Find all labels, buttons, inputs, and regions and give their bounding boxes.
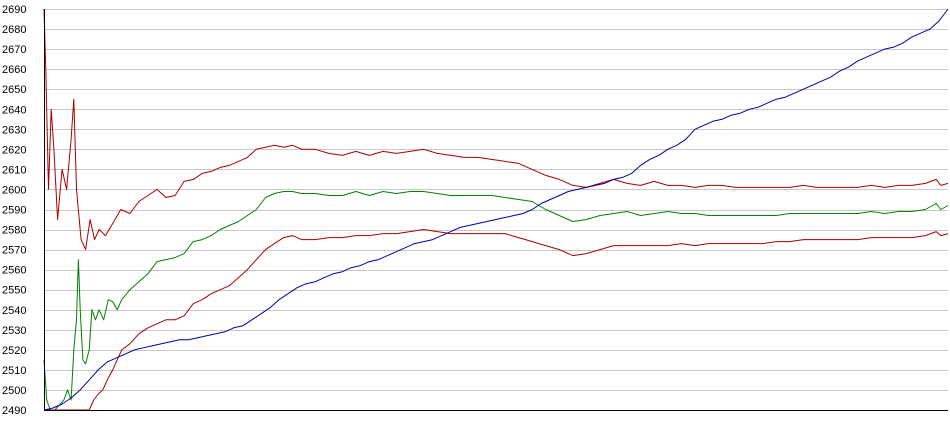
series-line-upper — [43, 8, 949, 251]
y-tick-label: 2650 — [2, 84, 26, 96]
y-tick-label: 2690 — [2, 4, 26, 16]
y-tick-label: 2560 — [2, 265, 26, 277]
y-tick-label: 2640 — [2, 104, 26, 116]
y-tick-label: 2670 — [2, 44, 26, 56]
axes — [44, 9, 948, 411]
y-tick-label: 2600 — [2, 184, 26, 196]
y-tick-label: 2540 — [2, 305, 26, 317]
series-line-lower — [44, 229, 949, 411]
y-tick-label: 2610 — [2, 164, 26, 176]
y-axis-tick-labels: 2490 2500 2510 2520 2530 2540 2550 2560 2570 2580… — [2, 4, 26, 417]
y-tick-label: 2580 — [2, 225, 26, 237]
y-tick-label: 2500 — [2, 385, 26, 397]
y-tick-label: 2660 — [2, 64, 26, 76]
y-tick-label: 2630 — [2, 124, 26, 136]
y-tick-label: 2680 — [2, 24, 26, 36]
y-tick-label: 2530 — [2, 325, 26, 337]
y-tick-label: 2590 — [2, 205, 26, 217]
y-tick-label: 2510 — [2, 365, 26, 377]
series-line-middle — [43, 191, 949, 411]
grid-lines — [44, 9, 948, 411]
y-tick-label: 2490 — [2, 405, 26, 417]
y-tick-label: 2570 — [2, 245, 26, 257]
series-line-price — [43, 8, 949, 411]
y-tick-label: 2520 — [2, 345, 26, 357]
series-lines — [43, 8, 949, 411]
y-tick-label: 2550 — [2, 285, 26, 297]
y-tick-label: 2620 — [2, 144, 26, 156]
